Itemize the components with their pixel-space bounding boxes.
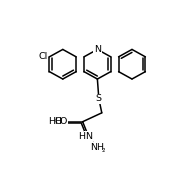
Text: Cl: Cl <box>38 52 48 61</box>
Text: NH: NH <box>90 143 104 152</box>
Text: HO: HO <box>48 117 63 126</box>
Text: $_2$: $_2$ <box>101 146 106 155</box>
Text: N: N <box>94 45 101 54</box>
Text: N: N <box>85 132 92 141</box>
Text: O: O <box>59 117 67 126</box>
Text: H: H <box>54 117 61 126</box>
Text: H: H <box>78 132 85 141</box>
Text: S: S <box>96 94 102 103</box>
